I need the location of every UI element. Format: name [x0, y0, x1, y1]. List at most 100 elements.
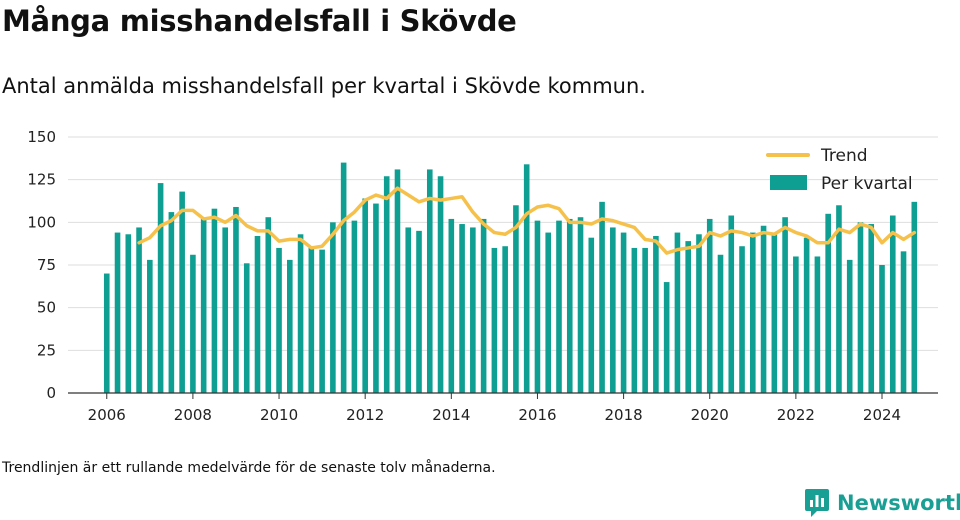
- bar: [868, 224, 875, 393]
- legend-trend-label: Trend: [820, 146, 868, 166]
- bar: [448, 218, 455, 393]
- chart-title: Många misshandelsfall i Skövde: [2, 4, 517, 38]
- bar: [243, 263, 250, 393]
- bar: [814, 256, 821, 393]
- bar: [782, 217, 788, 393]
- bar: [663, 282, 670, 393]
- x-axis: 2006 2008 2010 2012 2014 2016 2018 2020 2022 2024: [68, 392, 938, 424]
- bar: [846, 259, 853, 393]
- bar: [383, 176, 390, 393]
- bar: [362, 198, 368, 393]
- x-tick-label: 2016: [518, 406, 556, 424]
- bar: [706, 218, 713, 393]
- y-tick-label: 50: [37, 299, 56, 317]
- bar: [534, 220, 541, 393]
- bar: [168, 212, 175, 393]
- legend: Trend Per kvartal: [766, 146, 913, 194]
- bar: [674, 232, 681, 393]
- bar: [297, 234, 304, 393]
- bar: [319, 249, 325, 393]
- bar: [459, 224, 465, 393]
- bar: [750, 232, 756, 393]
- bar: [857, 222, 864, 393]
- bar: [760, 225, 767, 393]
- bar: [157, 183, 164, 393]
- bar: [836, 205, 842, 393]
- bar: [556, 220, 562, 393]
- bar: [502, 246, 508, 393]
- bar: [200, 218, 207, 393]
- x-tick-label: 2020: [691, 406, 729, 424]
- bar: [222, 227, 228, 393]
- bar: [728, 215, 735, 393]
- bar: [125, 234, 132, 393]
- x-tick-label: 2024: [863, 406, 901, 424]
- bar: [685, 241, 691, 393]
- x-tick-label: 2008: [174, 406, 212, 424]
- bar: [147, 259, 153, 393]
- trend-line: [137, 186, 917, 255]
- y-tick-label: 150: [27, 128, 56, 146]
- bar: [577, 217, 584, 393]
- bar: [287, 259, 293, 393]
- bar: [351, 220, 358, 393]
- bar: [889, 215, 896, 393]
- bar: [114, 232, 121, 393]
- bar: [825, 213, 831, 393]
- bar: [513, 205, 519, 393]
- bar: [480, 218, 487, 393]
- bars-per-kvartal: [103, 162, 918, 393]
- bar-chart-logo-icon: [805, 489, 829, 517]
- trend-layer: [137, 186, 917, 255]
- bar: [276, 247, 282, 393]
- legend-bars-label: Per kvartal: [821, 174, 913, 194]
- bar: [405, 227, 412, 393]
- bar: [340, 162, 347, 393]
- bar: [803, 237, 810, 393]
- bar: [545, 232, 552, 393]
- x-tick-label: 2006: [88, 406, 126, 424]
- bar: [491, 247, 498, 393]
- bar: [642, 247, 648, 393]
- y-tick-label: 25: [37, 341, 56, 359]
- x-tick-label: 2022: [777, 406, 815, 424]
- bar: [103, 273, 110, 393]
- y-tick-label: 0: [46, 384, 56, 402]
- bar: [190, 254, 196, 393]
- bar: [426, 169, 433, 393]
- bar: [373, 203, 379, 393]
- bar: [879, 265, 885, 393]
- brand-name: Newsworthy: [837, 491, 960, 515]
- chart: 0 25 50 75 100 125 150 2006 2008 2010 2012 2014 201…: [27, 128, 938, 424]
- newsworthy-logo[interactable]: Newsworthy: [804, 487, 960, 519]
- bar: [900, 251, 907, 393]
- x-tick-label: 2010: [260, 406, 298, 424]
- y-tick-label: 75: [37, 256, 56, 274]
- bar: [416, 230, 422, 393]
- bar: [330, 222, 336, 393]
- footnote: Trendlinjen är ett rullande medelvärde f…: [2, 460, 496, 476]
- bar: [254, 235, 261, 393]
- bar: [911, 201, 918, 393]
- y-tick-label: 125: [27, 171, 56, 189]
- bar: [566, 218, 573, 393]
- legend-bars-swatch: [770, 175, 807, 190]
- bar: [653, 235, 659, 393]
- bar: [610, 227, 616, 393]
- x-tick-label: 2014: [432, 406, 470, 424]
- bar: [233, 206, 239, 393]
- x-tick-label: 2018: [605, 406, 643, 424]
- y-tick-label: 100: [27, 213, 56, 231]
- bar: [599, 201, 605, 393]
- bar: [437, 176, 444, 393]
- bar: [265, 217, 272, 393]
- bar: [739, 246, 745, 393]
- bar: [211, 208, 218, 393]
- bar: [394, 169, 401, 393]
- bar: [308, 247, 315, 393]
- bar: [620, 232, 627, 393]
- bar: [136, 227, 142, 393]
- bar: [631, 247, 638, 393]
- chart-subtitle: Antal anmälda misshandelsfall per kvarta…: [2, 74, 646, 98]
- bar: [179, 191, 185, 393]
